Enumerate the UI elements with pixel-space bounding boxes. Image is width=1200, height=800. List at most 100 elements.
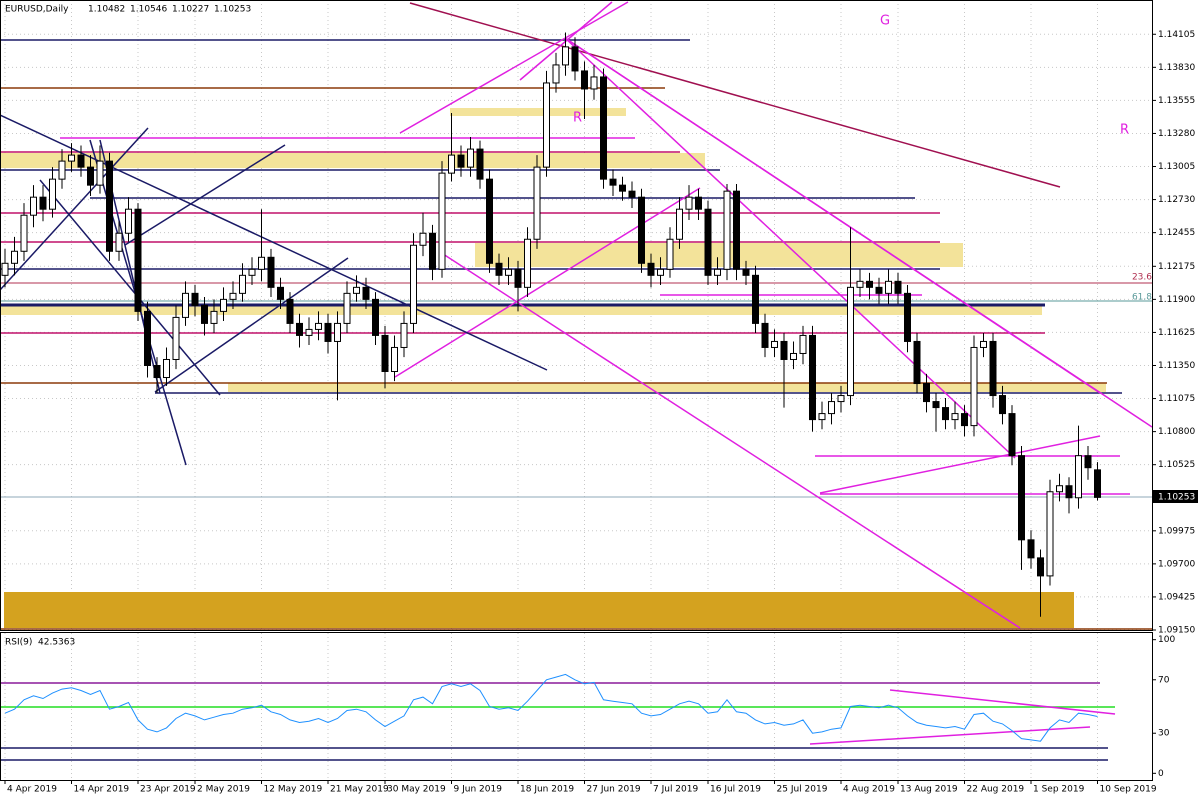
trend-line <box>394 187 701 378</box>
candle-body <box>999 395 1006 415</box>
price-box-label: 1.10253 <box>1158 493 1195 503</box>
candle-body <box>419 232 427 246</box>
candle-body <box>182 292 189 318</box>
candle-body <box>77 154 85 168</box>
candle-body <box>315 322 322 330</box>
candle-body <box>657 268 664 276</box>
candle-body <box>134 208 142 312</box>
y-tick-label: 1.10525 <box>1158 460 1195 470</box>
rsi-trend <box>809 726 1091 745</box>
candle-body <box>1084 455 1092 469</box>
trend-line <box>819 435 1101 494</box>
candle-body <box>733 190 740 270</box>
y-tick-label: 1.13830 <box>1158 63 1195 73</box>
candle-body <box>562 46 569 66</box>
candle-body <box>847 286 854 397</box>
x-tick-label: 14 Apr 2019 <box>74 785 130 795</box>
candle-body <box>1094 469 1101 498</box>
candle-body <box>647 262 655 276</box>
x-tick-label: 4 Aug 2019 <box>843 785 895 795</box>
candle-body <box>1046 491 1054 577</box>
candle-body <box>1065 485 1073 499</box>
candle-body <box>818 413 826 421</box>
y-tick-label: 1.13555 <box>1158 96 1195 106</box>
rsi-trend <box>889 689 1116 715</box>
candle-body <box>486 178 493 264</box>
y-tick-label: 1.10800 <box>1158 427 1195 437</box>
candle-body <box>438 172 446 270</box>
candle-body <box>1008 413 1016 457</box>
candle-body <box>372 298 379 336</box>
header-high: 1.10546 <box>130 5 167 15</box>
candle-body <box>343 292 351 324</box>
candle-body <box>552 64 560 84</box>
candle-body <box>191 292 199 306</box>
x-tick-label: 25 Jul 2019 <box>777 785 828 795</box>
candle-body <box>923 383 930 403</box>
x-tick-label: 21 May 2019 <box>330 785 389 795</box>
candle-body <box>809 334 816 421</box>
candle-body <box>942 407 949 421</box>
candle-body <box>400 322 408 348</box>
trend-line <box>124 144 286 246</box>
candle-body <box>828 401 835 415</box>
candle-body <box>58 160 66 180</box>
candle-body <box>429 232 436 270</box>
y-tick-label: 30 <box>1158 729 1170 739</box>
candle-body <box>220 298 227 312</box>
candle-body <box>514 268 522 288</box>
x-tick-label: 2 May 2019 <box>197 785 250 795</box>
y-tick-label: 100 <box>1158 635 1175 645</box>
candle-body <box>277 286 284 300</box>
candle-body <box>49 178 56 210</box>
trend-line <box>154 257 349 393</box>
trend-line <box>439 251 1021 629</box>
candle-body <box>201 304 208 324</box>
candle-body <box>448 154 455 174</box>
candle-body <box>970 346 978 427</box>
y-tick-label: 1.11075 <box>1158 394 1195 404</box>
candle-body <box>571 46 579 72</box>
candle-body <box>714 268 721 276</box>
candle-body <box>837 395 845 403</box>
candle-body <box>590 76 598 90</box>
candle-body <box>894 280 902 294</box>
annotation: G <box>880 14 890 29</box>
candle-body <box>600 76 607 180</box>
marks <box>1 32 1101 742</box>
candle-body <box>856 280 864 288</box>
candle-body <box>30 196 37 216</box>
trend-line <box>564 37 1016 459</box>
candle-body <box>163 358 170 379</box>
candle-body <box>210 310 218 324</box>
candle-body <box>989 340 997 397</box>
candle-body <box>258 256 265 270</box>
candle-body <box>866 280 873 288</box>
rsi-frame <box>0 632 1153 781</box>
x-tick-label: 9 Jun 2019 <box>454 785 503 795</box>
y-tick-label: 1.12730 <box>1158 195 1195 205</box>
zone <box>228 383 1106 392</box>
candle-body <box>581 70 588 90</box>
candle-body <box>324 322 332 342</box>
candle-body <box>239 274 246 294</box>
candle-body <box>125 208 132 234</box>
y-tick-label: 1.12455 <box>1158 228 1195 238</box>
candle-body <box>609 178 617 186</box>
annotation: R <box>573 111 582 126</box>
zone <box>475 243 963 267</box>
y-tick-label: 1.14105 <box>1158 30 1195 40</box>
x-tick-label: 12 May 2019 <box>264 785 323 795</box>
x-tick-label: 30 May 2019 <box>387 785 446 795</box>
candle-body <box>153 364 161 379</box>
candle-body <box>695 196 702 210</box>
zone <box>4 592 1074 628</box>
candle-body <box>1056 485 1063 493</box>
x-tick-label: 18 Jun 2019 <box>520 785 574 795</box>
x-tick-label: 10 Sep 2019 <box>1100 785 1157 795</box>
rsi-value: 42.5363 <box>38 638 75 648</box>
candle-body <box>1018 455 1025 541</box>
candle-body <box>1037 557 1044 577</box>
y-tick-label: 1.11625 <box>1158 328 1195 338</box>
